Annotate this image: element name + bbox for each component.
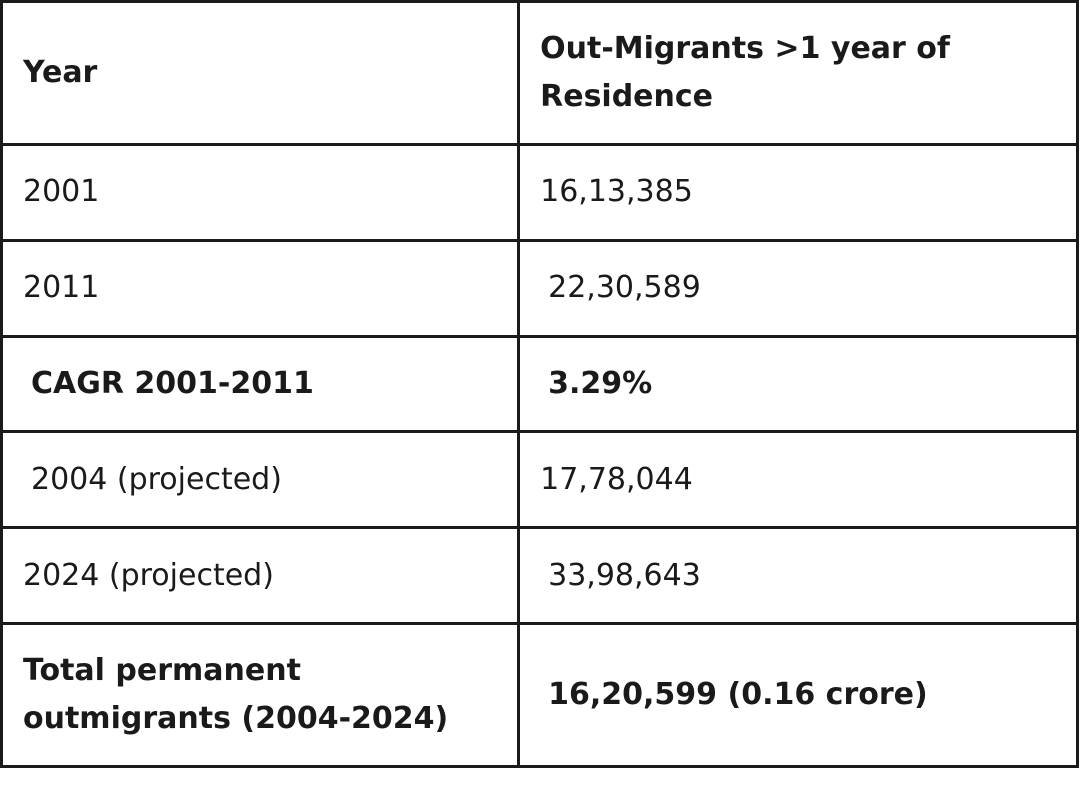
value-cell: 3.29%: [517, 334, 1079, 434]
value-cell: 16,20,599 (0.16 crore): [517, 622, 1079, 768]
value-cell: 17,78,044: [517, 430, 1079, 530]
year-cell: 2024 (projected): [0, 526, 521, 626]
table-row: 2011 22,30,589: [0, 238, 1079, 338]
table-header-row: Year Out-Migrants >1 year of Residence: [0, 0, 1079, 146]
header-year: Year: [0, 0, 521, 146]
table-row-cagr: CAGR 2001-2011 3.29%: [0, 334, 1079, 434]
year-cell: CAGR 2001-2011: [0, 334, 521, 434]
value-cell: 16,13,385: [517, 142, 1079, 242]
year-cell: 2001: [0, 142, 521, 242]
year-cell: 2004 (projected): [0, 430, 521, 530]
table-row: 2001 16,13,385: [0, 142, 1079, 242]
table-row: 2024 (projected) 33,98,643: [0, 526, 1079, 626]
value-cell: 22,30,589: [517, 238, 1079, 338]
table-row: 2004 (projected) 17,78,044: [0, 430, 1079, 530]
value-cell: 33,98,643: [517, 526, 1079, 626]
table-row-total: Total permanent outmigrants (2004-2024) …: [0, 622, 1079, 768]
year-cell: Total permanent outmigrants (2004-2024): [0, 622, 521, 768]
migration-table: Year Out-Migrants >1 year of Residence 2…: [0, 0, 1079, 768]
year-cell: 2011: [0, 238, 521, 338]
header-outmigrants: Out-Migrants >1 year of Residence: [517, 0, 1079, 146]
